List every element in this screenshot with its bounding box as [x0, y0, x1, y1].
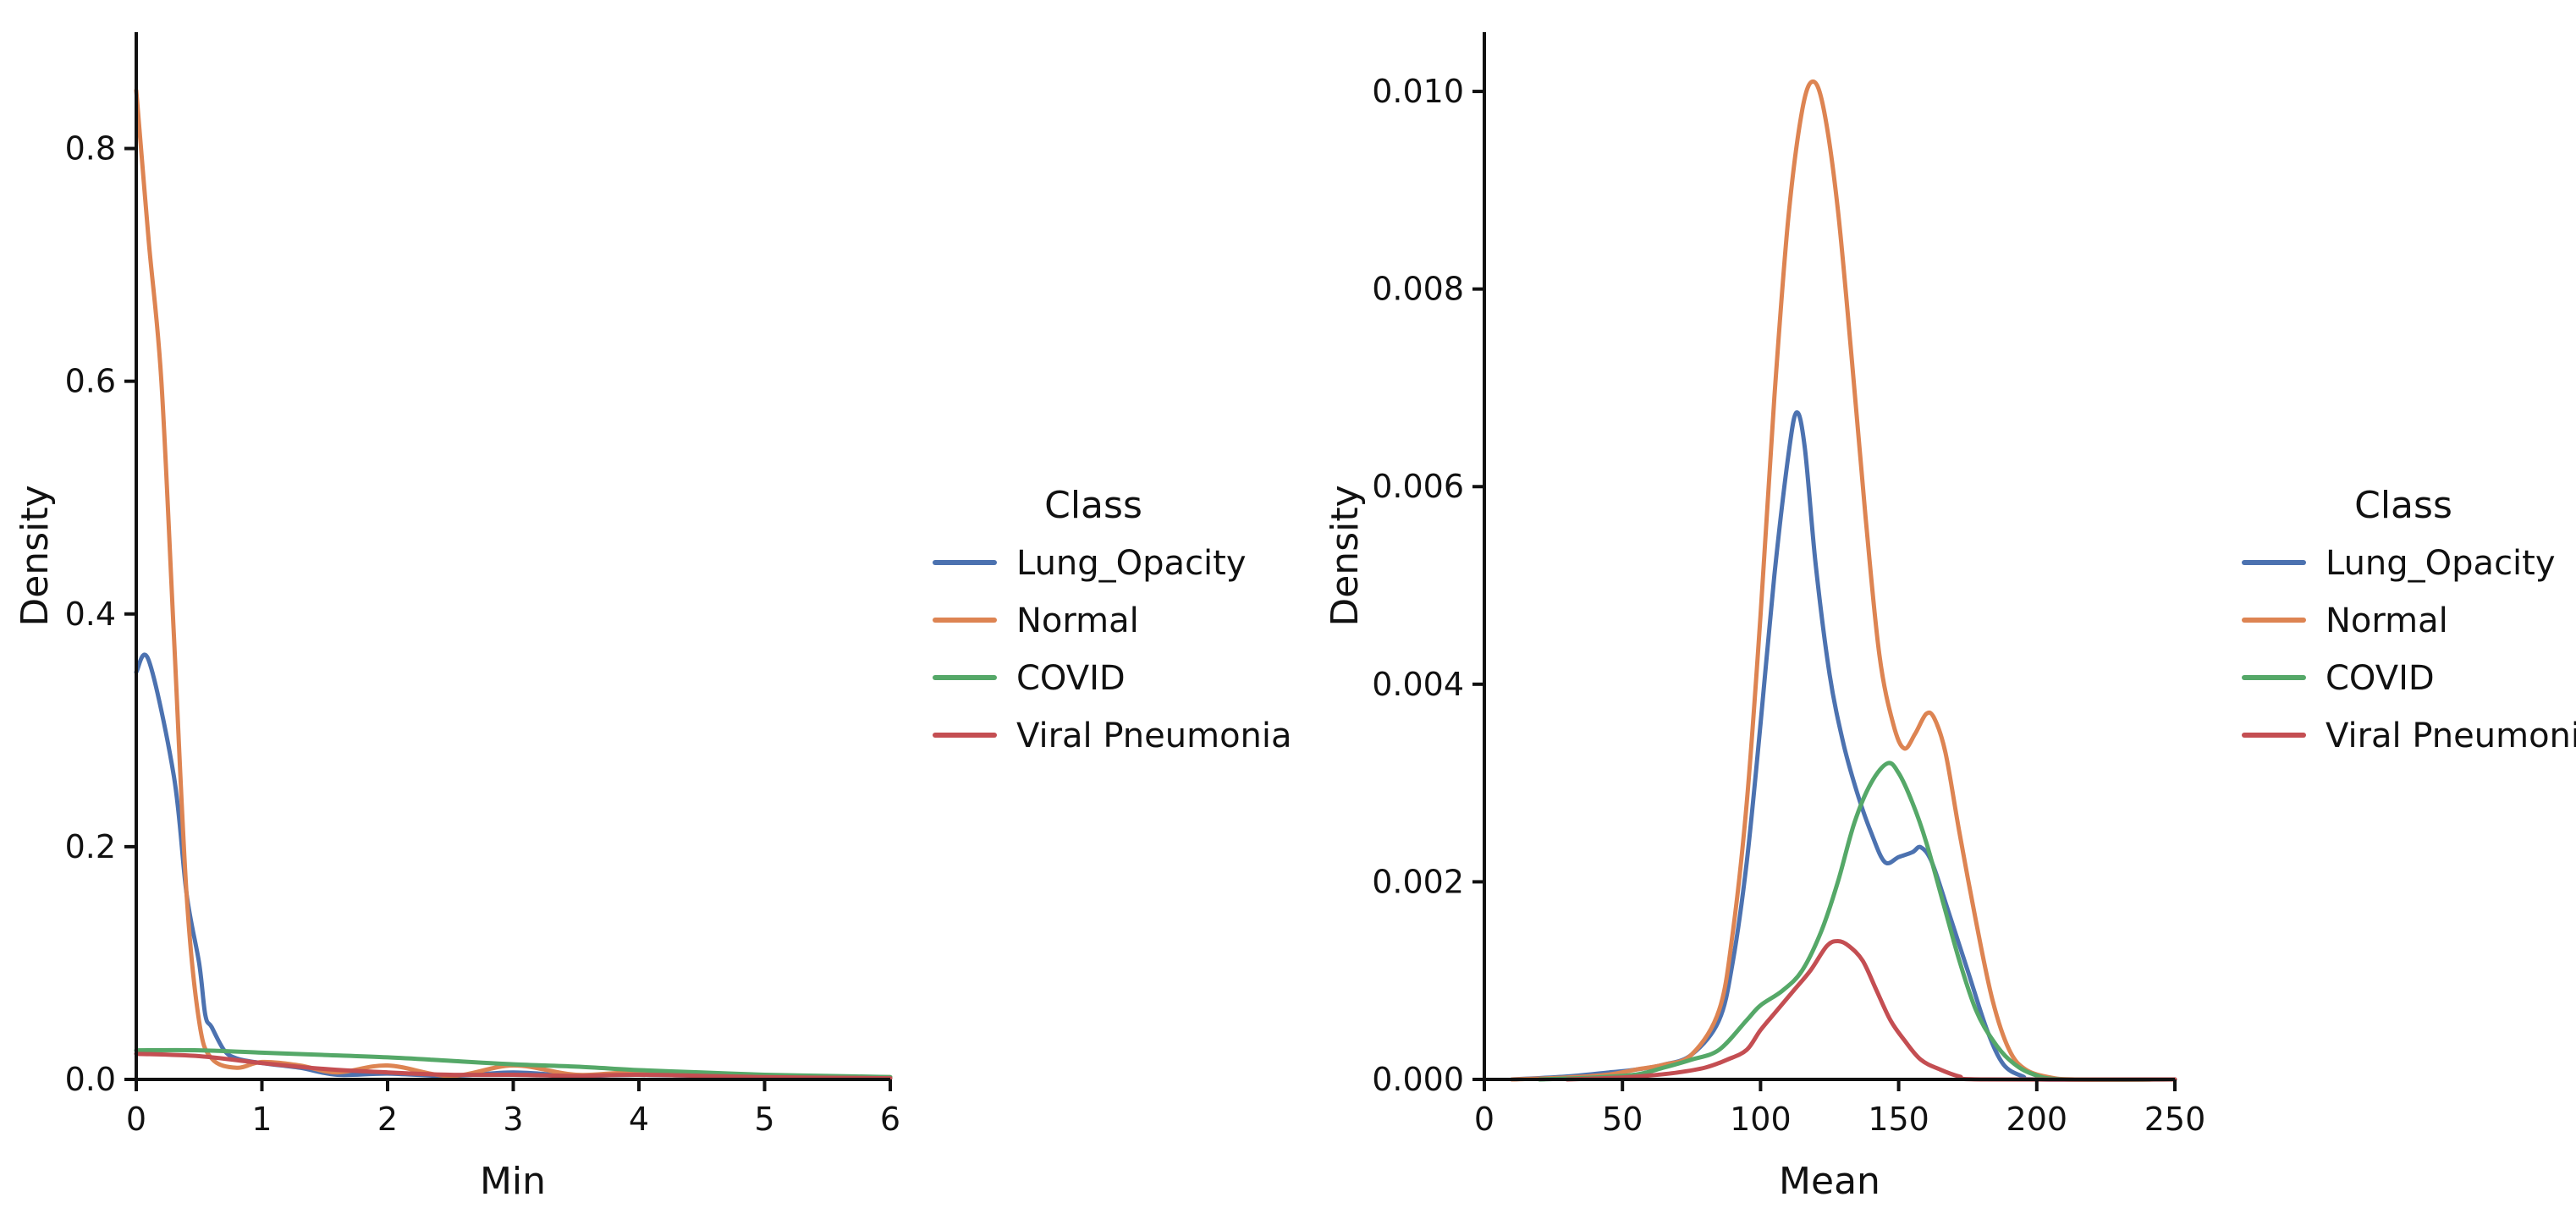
mean-legend-label: Lung_Opacity: [2326, 544, 2556, 583]
mean-series-covid: [1537, 761, 2177, 1083]
min-y-tick-label: 0.0: [65, 1061, 116, 1098]
mean-x-tick-label: 0: [1474, 1101, 1494, 1138]
min-legend-title: Class: [1044, 484, 1142, 527]
min-y-tick-label: 0.6: [65, 363, 116, 400]
min-legend-label: Normal: [1016, 601, 1139, 640]
min-series-covid: [134, 1047, 893, 1079]
min-legend-label: COVID: [1016, 659, 1126, 698]
min-x-tick-label: 3: [503, 1101, 523, 1138]
mean-x-tick-label: 50: [1602, 1101, 1643, 1138]
min-y-tick-label: 0.2: [65, 828, 116, 865]
min-series-viral-pneumonia: [134, 1052, 893, 1081]
min-y-tick-label: 0.8: [65, 130, 116, 167]
min-x-ticks: 0 1 2 3 4 5 6: [126, 1079, 900, 1138]
mean-y-tick-label: 0.008: [1372, 271, 1464, 308]
mean-x-ticks: 0 50 100 150 200 250: [1474, 1079, 2205, 1138]
min-x-tick-label: 5: [754, 1101, 774, 1138]
min-x-tick-label: 0: [126, 1101, 146, 1138]
mean-y-tick-label: 0.006: [1372, 468, 1464, 505]
mean-series-lung-opacity: [1510, 410, 2177, 1082]
min-x-axis-label: Min: [480, 1160, 546, 1203]
min-series-lung-opacity: [134, 652, 893, 1081]
mean-x-axis-label: Mean: [1779, 1160, 1880, 1203]
min-x-tick-label: 6: [880, 1101, 900, 1138]
panel-mean: 0 50 100 150 200 250 0.0000.0020.0040.0060.00…: [1324, 32, 2576, 1203]
min-legend-label: Viral Pneumonia: [1016, 717, 1292, 755]
min-y-tick-label: 0.4: [65, 596, 116, 633]
min-y-ticks: 0.0 0.2 0.4 0.6 0.8: [65, 130, 136, 1098]
mean-x-tick-label: 100: [1730, 1101, 1792, 1138]
mean-curves: [1510, 79, 2177, 1083]
min-x-tick-label: 1: [251, 1101, 272, 1138]
mean-y-ticks: 0.000 0.002 0.004 0.006 0.008 0.010: [1372, 73, 1484, 1098]
mean-legend-label: COVID: [2326, 659, 2435, 698]
min-legend: Class Lung_Opacity Normal COVID Viral Pneum…: [933, 484, 1292, 755]
mean-series-viral-pneumonia: [1565, 939, 2177, 1082]
mean-series-normal: [1510, 79, 2177, 1082]
min-y-axis-label: Density: [14, 485, 57, 626]
mean-legend-label: Viral Pneumonia: [2326, 717, 2576, 755]
mean-legend-label: Normal: [2326, 601, 2448, 640]
min-x-tick-label: 4: [629, 1101, 649, 1138]
min-series-normal: [134, 88, 893, 1079]
min-legend-label: Lung_Opacity: [1016, 544, 1247, 583]
mean-y-tick-label: 0.000: [1372, 1061, 1464, 1098]
mean-y-axis-label: Density: [1324, 485, 1367, 626]
mean-x-tick-label: 150: [1868, 1101, 1929, 1138]
min-curves: [134, 88, 893, 1081]
mean-x-tick-label: 200: [2006, 1101, 2068, 1138]
mean-y-tick-label: 0.002: [1372, 863, 1464, 900]
mean-x-tick-label: 250: [2144, 1101, 2206, 1138]
mean-y-tick-label: 0.004: [1372, 666, 1464, 703]
min-x-tick-label: 2: [377, 1101, 398, 1138]
panel-min: 0 1 2 3 4 5 6 0.0 0.2 0.4 0.6 0.8 Min Density Clas…: [14, 32, 1292, 1203]
mean-legend-title: Class: [2354, 484, 2452, 527]
mean-y-tick-label: 0.010: [1372, 73, 1464, 110]
mean-legend: Class Lung_Opacity Normal COVID Viral Pneum…: [2242, 484, 2576, 755]
